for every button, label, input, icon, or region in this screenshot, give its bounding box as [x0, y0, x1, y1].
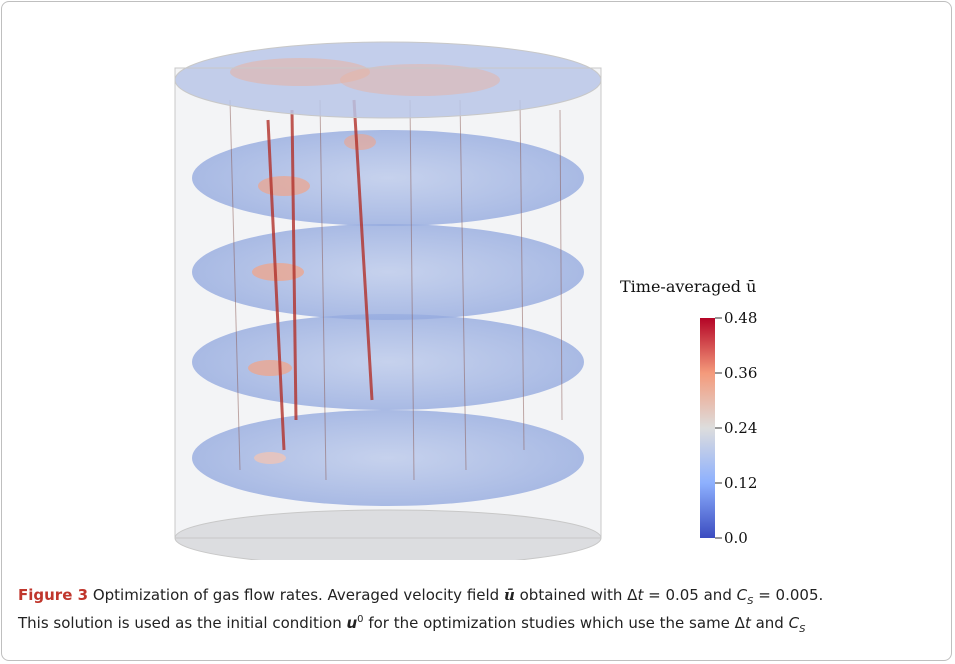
tick-label: 0.24: [724, 419, 757, 437]
cylinder: [174, 41, 602, 560]
tick-label: 0.48: [724, 309, 757, 327]
figure-label: Figure 3: [18, 586, 89, 604]
caption-text: for the optimization studies which use t…: [363, 614, 745, 632]
caption-math: t: [744, 614, 751, 632]
caption-line: This solution is used as the initial con…: [18, 614, 805, 635]
caption-text: This solution is used as the initial con…: [18, 614, 347, 632]
caption-text: and: [750, 614, 789, 632]
caption-math: S: [747, 596, 754, 607]
colorbar-ticks: 0.0 0.12 0.24 0.36 0.48: [715, 309, 757, 547]
caption-math: C: [788, 614, 800, 632]
caption-math: C: [736, 586, 748, 604]
caption-text: = 0.05 and: [643, 586, 737, 604]
caption-text: = 0.005.: [753, 586, 824, 604]
caption-line: Figure 3 Optimization of gas flow rates.…: [18, 586, 823, 607]
caption-math: 0: [357, 614, 364, 625]
caption-math: t: [637, 586, 644, 604]
caption-text: Optimization of gas flow rates. Averaged…: [88, 586, 504, 604]
colorbar: [700, 318, 715, 538]
caption-text: obtained with Δ: [514, 586, 638, 604]
colorbar-title: Time-averaged ū: [620, 277, 756, 296]
caption-math: S: [799, 624, 806, 635]
tick-label: 0.36: [724, 364, 757, 382]
figure-image: Time-averaged ū 0.0 0.12 0.24 0.36 0.48: [174, 41, 757, 560]
tick-label: 0.12: [724, 474, 757, 492]
caption-math: u: [346, 614, 358, 632]
tick-label: 0.0: [724, 529, 748, 547]
caption-math: ū: [503, 586, 515, 604]
